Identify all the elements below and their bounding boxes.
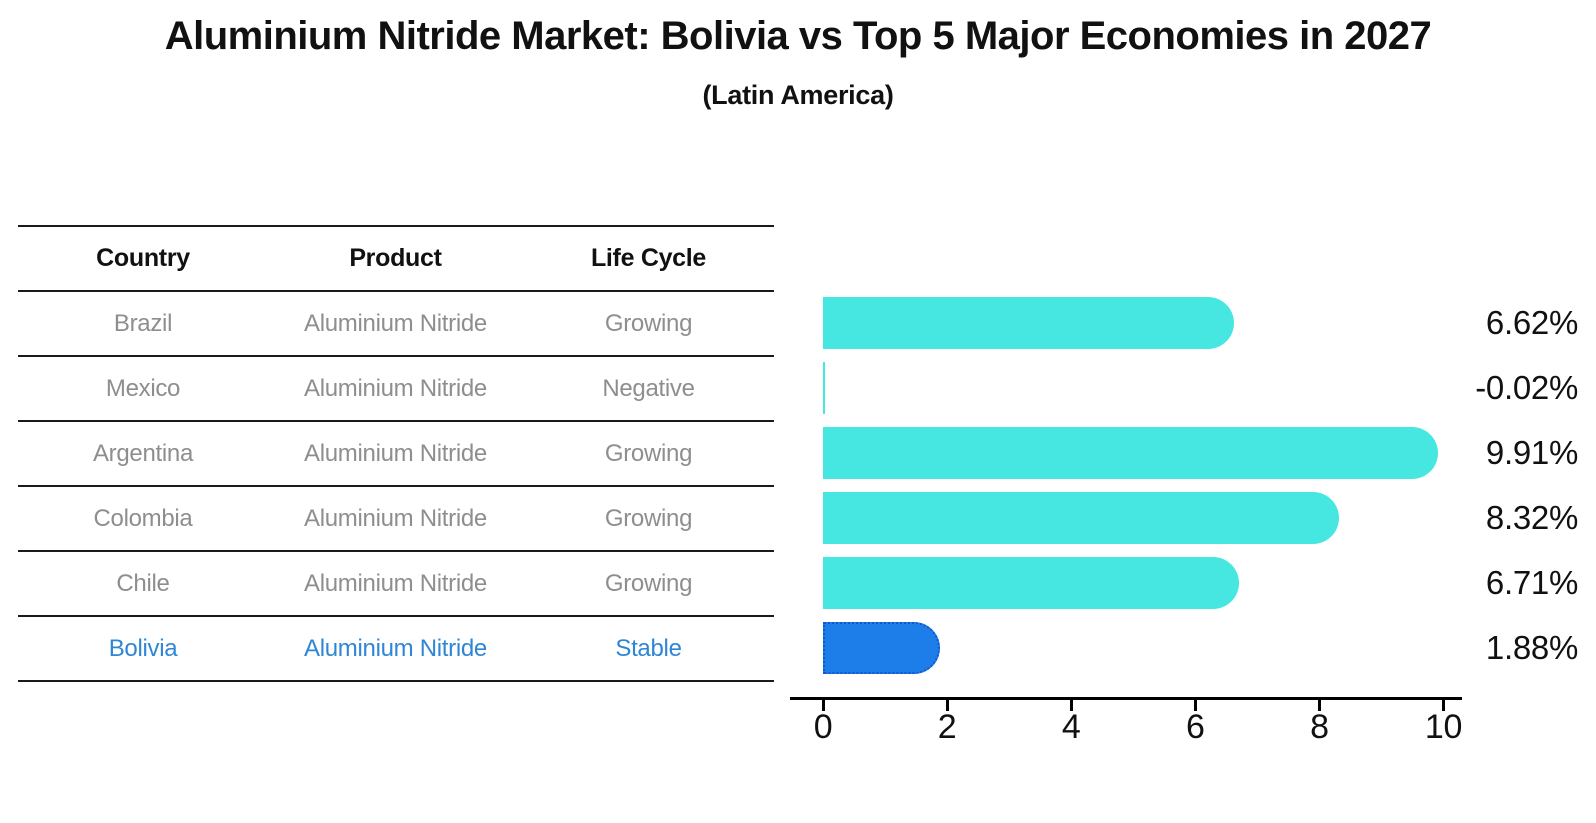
cell-country: Argentina (92, 440, 194, 467)
bar-bolivia (823, 621, 940, 674)
table-row: Mexico Aluminium Nitride Negative (18, 355, 774, 420)
header-cell-product: Product (349, 244, 442, 272)
page-title: Aluminium Nitride Market: Bolivia vs Top… (164, 14, 1432, 58)
value-label: 1.88% (1485, 628, 1578, 666)
x-axis-tick-label: 0 (813, 708, 833, 746)
value-label: 6.71% (1485, 563, 1578, 601)
table-row: Chile Aluminium Nitride Growing (18, 550, 774, 615)
bar-mexico (823, 361, 825, 414)
table-header-row: Country Product Life Cycle (18, 225, 774, 290)
cell-lifecycle: Growing (604, 440, 693, 467)
header-cell-country: Country (96, 244, 190, 272)
cell-country: Chile (116, 570, 170, 597)
table-row: Brazil Aluminium Nitride Growing (18, 290, 774, 355)
cell-product: Aluminium Nitride (304, 570, 487, 597)
x-axis-tick-label: 8 (1310, 708, 1329, 746)
value-label: 9.91% (1485, 433, 1578, 471)
table-row: Argentina Aluminium Nitride Growing (18, 420, 774, 485)
x-axis-tick (821, 700, 825, 711)
table-row: Colombia Aluminium Nitride Growing (18, 485, 774, 550)
comparison-table: Country Product Life Cycle Brazil Alumin… (18, 225, 774, 682)
header-cell-lifecycle: Life Cycle (590, 244, 707, 272)
cell-product: Aluminium Nitride (304, 375, 487, 402)
cell-country: Mexico (105, 375, 181, 402)
table-row: Bolivia Aluminium Nitride Stable (18, 615, 774, 680)
x-axis-tick (1069, 700, 1073, 711)
cell-country: Brazil (113, 310, 173, 337)
cell-country: Bolivia (108, 635, 178, 662)
x-axis-tick (1193, 700, 1197, 711)
value-label: 8.32% (1485, 498, 1578, 536)
cell-product: Aluminium Nitride (304, 310, 487, 337)
cell-lifecycle: Stable (615, 635, 682, 662)
x-axis-tick (1442, 700, 1445, 711)
bar-brazil (823, 296, 1234, 349)
x-axis-tick-label: 4 (1061, 708, 1081, 746)
x-axis-tick-label: 6 (1185, 708, 1205, 746)
cell-country: Colombia (93, 505, 193, 532)
x-axis-line (790, 697, 1462, 700)
cell-product: Aluminium Nitride (304, 440, 487, 467)
page-subtitle: (Latin America) (702, 80, 894, 110)
cell-lifecycle: Negative (602, 375, 695, 402)
value-label: -0.02% (1475, 368, 1578, 406)
cell-product: Aluminium Nitride (304, 635, 487, 662)
cell-lifecycle: Growing (604, 570, 693, 597)
cell-lifecycle: Growing (604, 505, 693, 532)
value-label: 6.62% (1485, 303, 1578, 341)
cell-product: Aluminium Nitride (304, 505, 487, 532)
x-axis-tick-label: 10 (1424, 708, 1463, 746)
x-axis-tick (1317, 700, 1321, 711)
bar-colombia (823, 491, 1340, 544)
x-axis-tick-label: 2 (937, 708, 957, 746)
x-axis-tick (945, 700, 949, 711)
cell-lifecycle: Growing (604, 310, 693, 337)
bar-chile (823, 556, 1240, 609)
bar-argentina (823, 426, 1438, 479)
